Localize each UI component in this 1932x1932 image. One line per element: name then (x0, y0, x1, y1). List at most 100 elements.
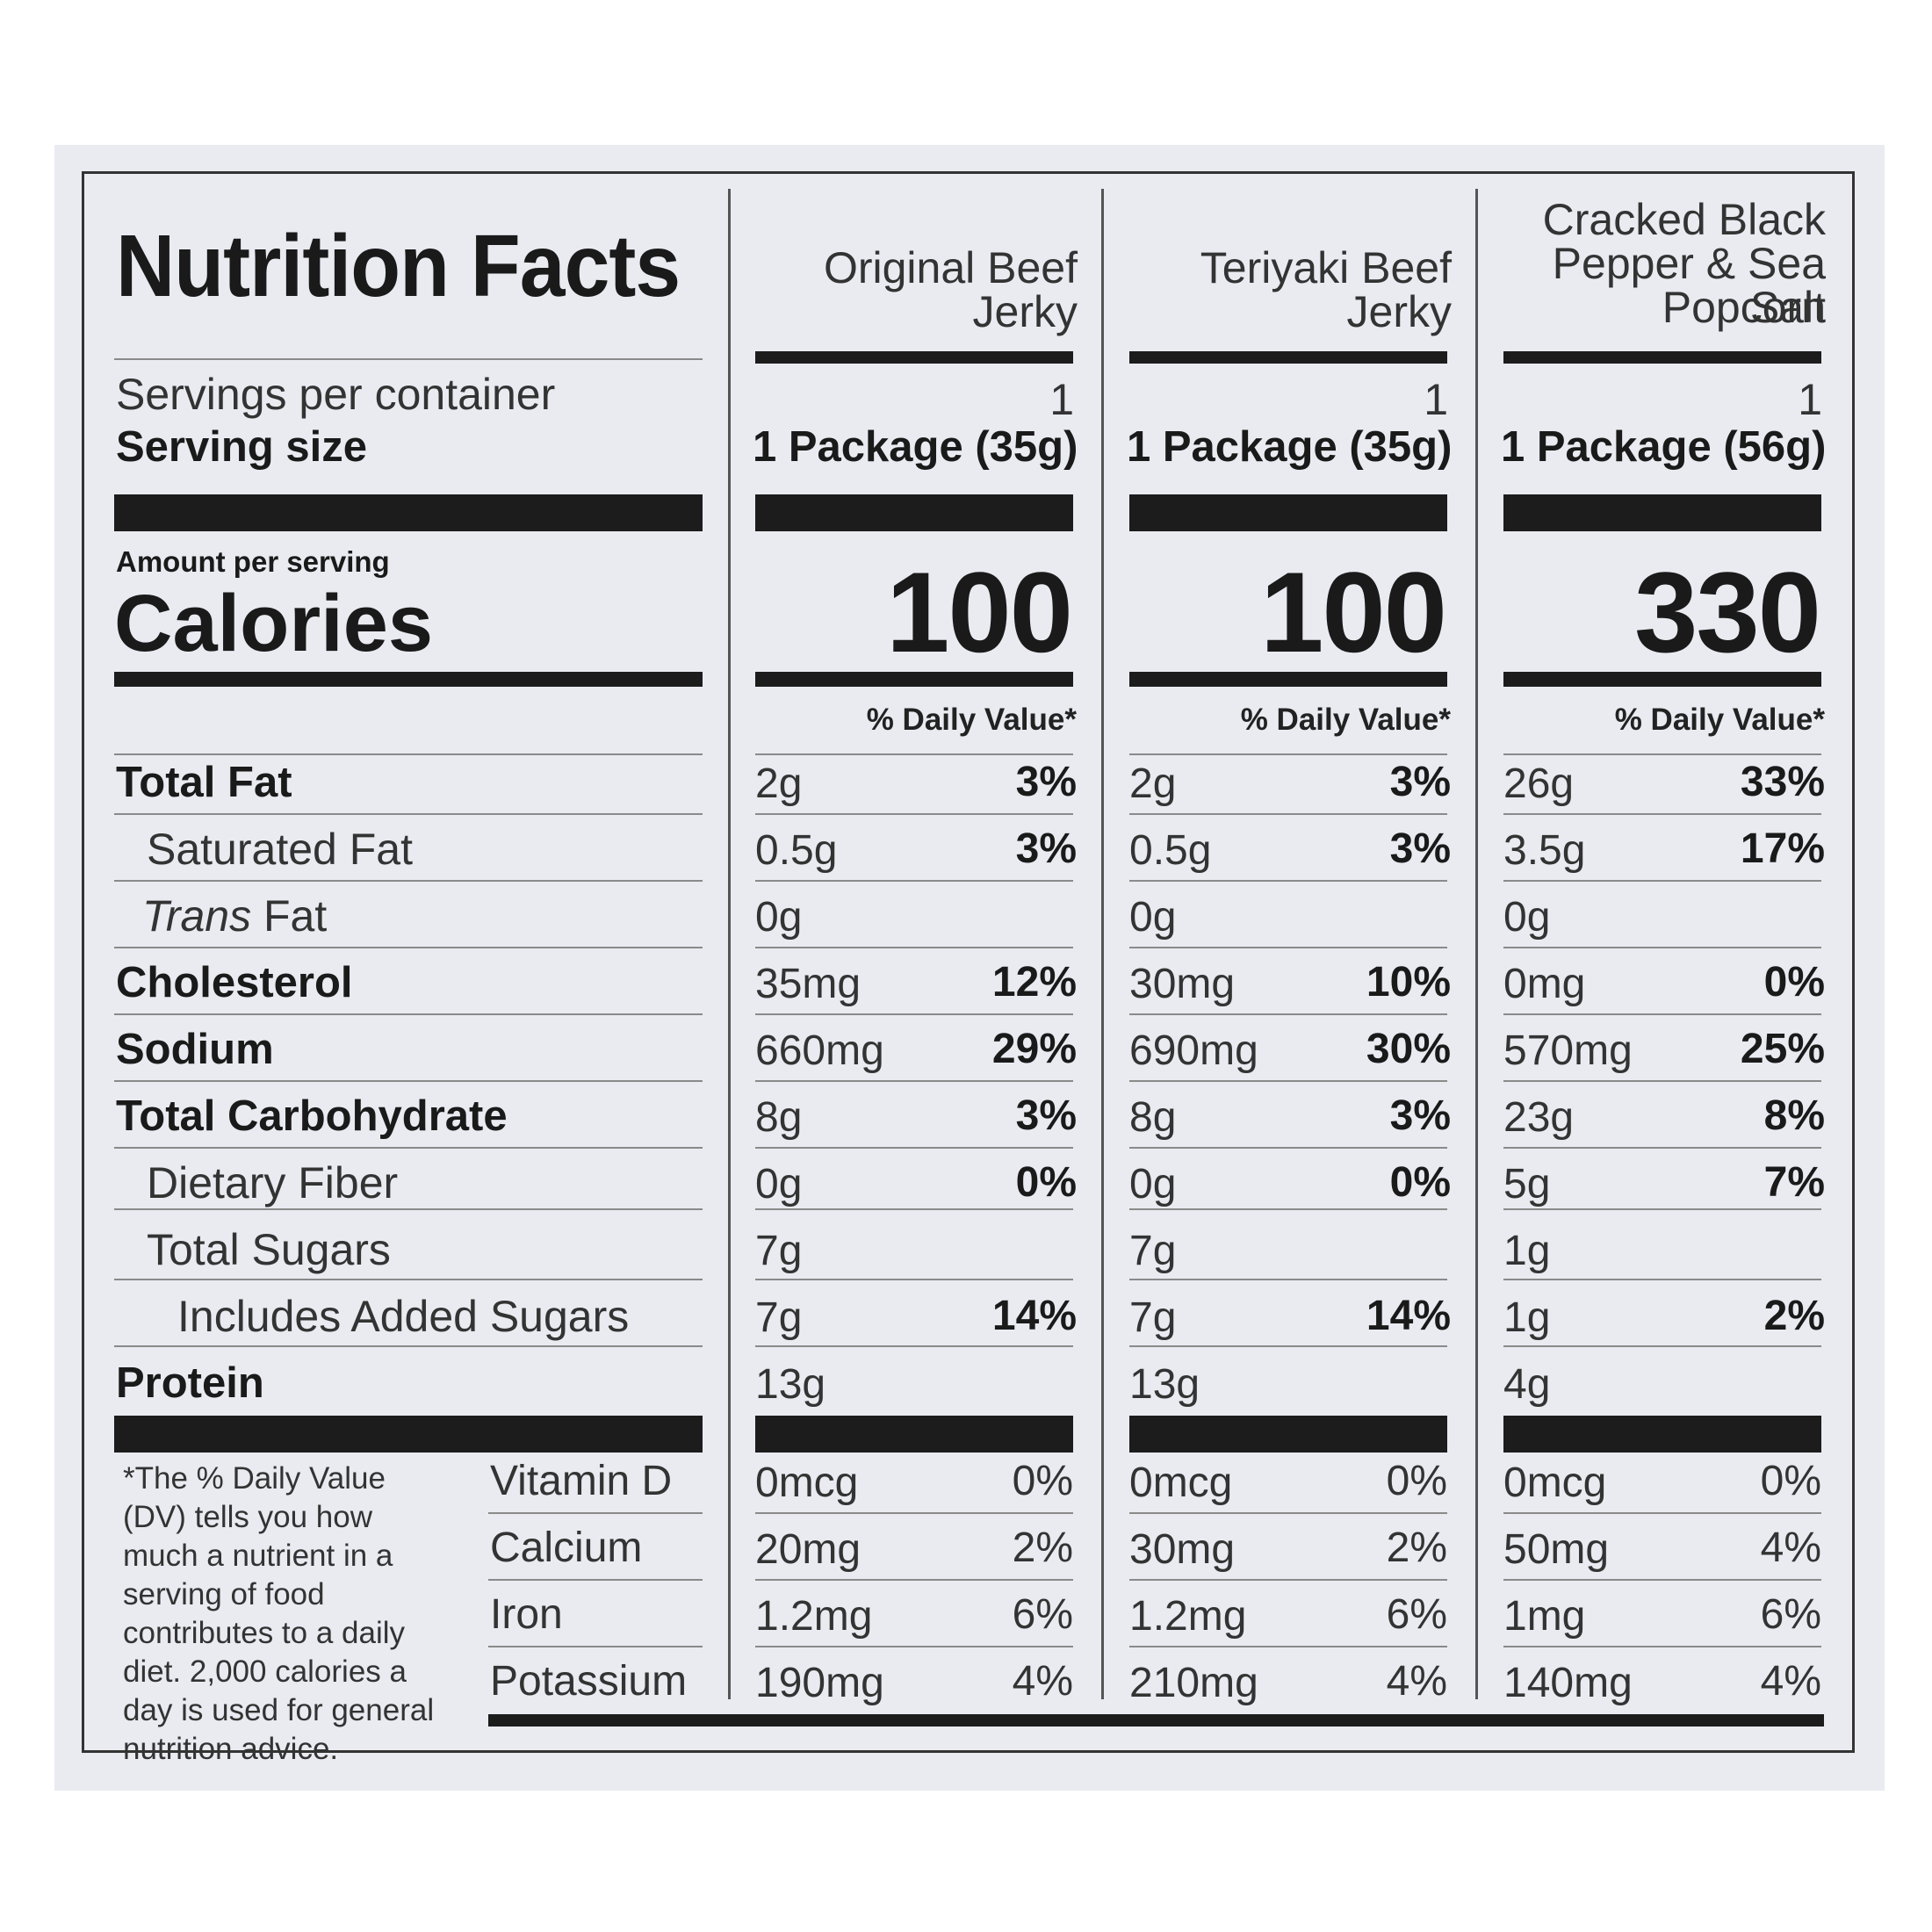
amount-protein: 13g (755, 1361, 826, 1408)
divider-line (755, 1013, 1073, 1015)
nutrient-label-dietary-fiber: Dietary Fiber (147, 1158, 399, 1208)
dv-saturated-fat: 17% (1740, 825, 1825, 872)
divider-line (755, 1208, 1073, 1210)
amount-vitamin-d: 0mcg (755, 1460, 859, 1506)
dv-iron: 6% (1012, 1591, 1073, 1638)
dv-vitamin-d: 0% (1760, 1458, 1821, 1504)
divider-line (1503, 813, 1821, 815)
daily-value-header: % Daily Value* (866, 703, 1077, 737)
dv-total-fat: 3% (1015, 759, 1077, 805)
divider-line (114, 1345, 703, 1347)
amount-trans-fat: 0g (1503, 894, 1551, 941)
dv-calcium: 4% (1760, 1525, 1821, 1571)
servings-value: 1 (1424, 375, 1448, 424)
column-rule (755, 351, 1073, 364)
nutrient-label-total-sugars: Total Sugars (147, 1225, 391, 1274)
divider-line (114, 1147, 703, 1149)
divider-line (1503, 947, 1821, 948)
dv-iron: 6% (1386, 1591, 1447, 1638)
divider-line (1503, 880, 1821, 882)
dv-dietary-fiber: 0% (1015, 1159, 1077, 1206)
product-name-line: Popcorn (1662, 283, 1826, 332)
nutrient-label-sodium: Sodium (116, 1026, 274, 1073)
medium-divider (1503, 672, 1821, 687)
medium-divider (1129, 672, 1447, 687)
amount-total-sugars: 7g (755, 1228, 803, 1274)
divider-line (755, 1080, 1073, 1082)
trans-italic: Trans (142, 891, 252, 941)
dv-total-carbohydrate: 3% (1015, 1092, 1077, 1139)
amount-dietary-fiber: 5g (1503, 1161, 1551, 1208)
divider-line (1129, 1208, 1447, 1210)
thick-divider (1129, 1416, 1447, 1453)
amount-iron: 1.2mg (1129, 1593, 1247, 1640)
dv-sodium: 29% (991, 1026, 1077, 1072)
divider-line (755, 880, 1073, 882)
divider-line (1503, 1013, 1821, 1015)
divider-line (1503, 1147, 1821, 1149)
serving-size-value: 1 Package (56g) (1501, 423, 1827, 471)
dv-dietary-fiber: 0% (1389, 1159, 1451, 1206)
amount-protein: 13g (1129, 1361, 1200, 1408)
dv-potassium: 4% (1386, 1658, 1447, 1705)
divider-line (1129, 813, 1447, 815)
amount-added-sugars: 7g (755, 1294, 803, 1341)
product-name-line: Pepper & Sea Salt (1552, 239, 1826, 332)
column-rule (1129, 351, 1447, 364)
nutrient-label-cholesterol: Cholesterol (116, 959, 353, 1006)
divider-line (755, 753, 1073, 755)
dv-cholesterol: 0% (1763, 959, 1825, 1006)
nutrient-label-calcium: Calcium (490, 1525, 643, 1571)
calories-value: 100 (886, 548, 1073, 676)
divider-line (488, 1646, 703, 1647)
divider-line (114, 1208, 703, 1210)
thick-divider (755, 1416, 1073, 1453)
nutrient-label-saturated-fat: Saturated Fat (147, 825, 413, 874)
amount-saturated-fat: 0.5g (1129, 827, 1212, 874)
divider-line (1129, 1512, 1447, 1514)
divider-line (1129, 1013, 1447, 1015)
footnote: *The % Daily Value (DV) tells you how mu… (123, 1461, 435, 1766)
amount-trans-fat: 0g (755, 894, 803, 941)
dv-dietary-fiber: 7% (1763, 1159, 1825, 1206)
column-divider (1101, 189, 1104, 1699)
amount-potassium: 140mg (1503, 1660, 1633, 1706)
dv-vitamin-d: 0% (1012, 1458, 1073, 1504)
divider-line (1129, 753, 1447, 755)
amount-iron: 1mg (1503, 1593, 1586, 1640)
product-name-line: Jerky (1346, 287, 1452, 336)
nutrient-label-protein: Protein (116, 1359, 264, 1407)
dv-iron: 6% (1760, 1591, 1821, 1638)
bottom-thick-bar (488, 1714, 1824, 1727)
dv-total-carbohydrate: 8% (1763, 1092, 1825, 1139)
divider-line (114, 880, 703, 882)
divider-line (755, 1279, 1073, 1280)
nutrient-label-potassium: Potassium (490, 1658, 688, 1705)
divider-line (755, 813, 1073, 815)
dv-sodium: 30% (1366, 1026, 1451, 1072)
divider-line (1503, 753, 1821, 755)
nutrient-label-total-carbohydrate: Total Carbohydrate (116, 1092, 508, 1140)
divider-line (1129, 1147, 1447, 1149)
amount-vitamin-d: 0mcg (1503, 1460, 1607, 1506)
divider-line (755, 1147, 1073, 1149)
amount-total-fat: 26g (1503, 761, 1575, 807)
label-background (54, 145, 1885, 1791)
serving-size-value: 1 Package (35g) (753, 423, 1078, 471)
divider-line (1503, 1512, 1821, 1514)
amount-calcium: 50mg (1503, 1526, 1610, 1573)
divider-line (114, 358, 703, 360)
nutrient-label-added-sugars: Includes Added Sugars (177, 1292, 630, 1341)
amount-added-sugars: 7g (1129, 1294, 1177, 1341)
thick-divider (755, 494, 1073, 531)
dv-added-sugars: 14% (991, 1293, 1077, 1339)
divider-line (1503, 1279, 1821, 1280)
product-name-line: Cracked Black (1542, 195, 1826, 244)
amount-added-sugars: 1g (1503, 1294, 1551, 1341)
divider-line (755, 1579, 1073, 1581)
dv-added-sugars: 2% (1763, 1293, 1825, 1339)
product-name-line: Jerky (972, 287, 1078, 336)
amount-total-fat: 2g (755, 761, 803, 807)
amount-iron: 1.2mg (755, 1593, 873, 1640)
nutrient-label-vitamin-d: Vitamin D (490, 1458, 673, 1504)
